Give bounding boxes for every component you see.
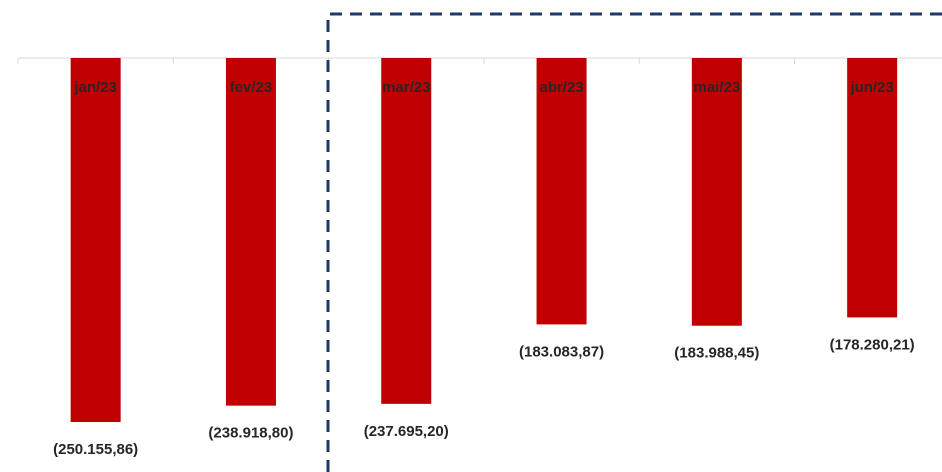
x-tick-label: mai/23 bbox=[693, 79, 740, 96]
data-label: (178.280,21) bbox=[830, 336, 915, 353]
x-tick-label: mar/23 bbox=[382, 79, 430, 96]
bar bbox=[381, 58, 432, 404]
data-label: (183.083,87) bbox=[519, 343, 604, 360]
bar bbox=[225, 58, 276, 406]
x-tick-label: abr/23 bbox=[539, 79, 583, 96]
x-tick-label: fev/23 bbox=[230, 79, 273, 96]
data-label: (237.695,20) bbox=[364, 423, 449, 440]
data-label: (238.918,80) bbox=[208, 425, 293, 442]
x-tick-label: jan/23 bbox=[73, 79, 117, 96]
bar bbox=[691, 58, 742, 326]
data-label: (183.988,45) bbox=[674, 345, 759, 362]
bar bbox=[70, 58, 121, 422]
highlight-frame bbox=[326, 12, 942, 472]
x-tick-label: jun/23 bbox=[849, 79, 893, 96]
bar bbox=[536, 58, 587, 325]
data-label: (250.155,86) bbox=[53, 441, 138, 458]
bar bbox=[847, 58, 898, 318]
